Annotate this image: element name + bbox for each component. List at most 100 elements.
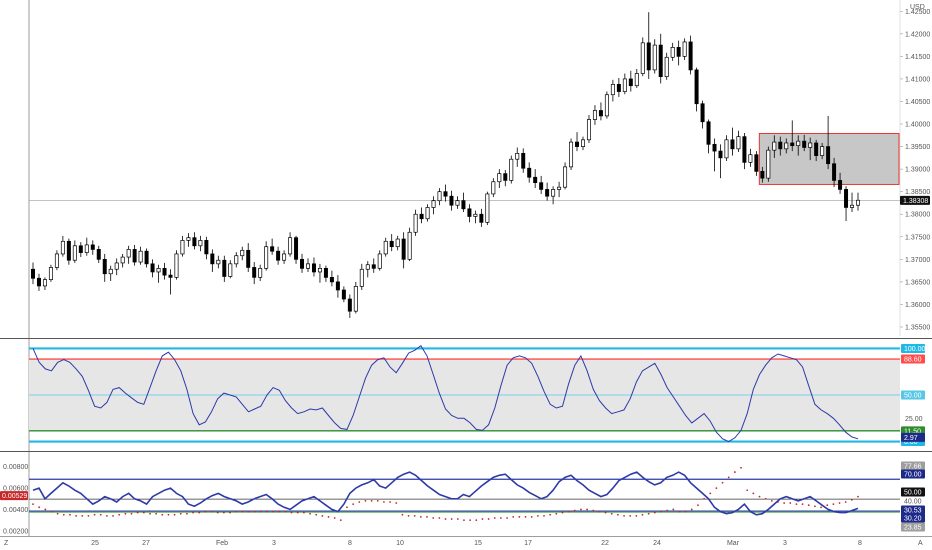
indicator-dot — [130, 512, 133, 515]
indicator-dot — [826, 504, 829, 507]
indicator-dot — [235, 510, 238, 513]
candle — [838, 172, 843, 194]
indicator-dot — [192, 511, 194, 514]
indicator-dot — [161, 513, 164, 516]
time-tick-label: 25 — [91, 540, 99, 547]
candle — [664, 52, 669, 80]
candle — [551, 186, 556, 205]
time-tick-label: 17 — [524, 540, 532, 547]
indicator-dot — [167, 513, 170, 516]
indicator-panel[interactable]: 0.00800 0.00600 0.00400 0.00200 0.00529 77.6… — [0, 461, 925, 536]
indicator-dot — [210, 510, 213, 513]
indicator-dot — [764, 497, 767, 500]
indicator-dot — [118, 513, 121, 516]
candle — [347, 294, 352, 318]
indicator-dot — [592, 509, 595, 512]
candle — [545, 182, 550, 201]
indicator-dot — [752, 492, 755, 495]
candle — [276, 246, 281, 265]
indicator-dot — [641, 513, 644, 516]
indicator-dot — [112, 514, 114, 517]
indicator-dot — [229, 511, 231, 514]
indicator-dot — [56, 512, 59, 515]
price-tick-label: 1.37000 — [905, 257, 930, 264]
indicator-dots — [32, 466, 859, 522]
indicator-dot — [463, 519, 465, 522]
candle — [443, 184, 448, 202]
indicator-dot — [684, 510, 687, 513]
candle — [413, 209, 418, 236]
indicator-tick-label: 0.00800 — [3, 464, 28, 471]
candle — [509, 155, 514, 184]
indicator-dot — [666, 509, 669, 512]
indicator-dot — [623, 514, 625, 517]
indicator-dot — [801, 503, 804, 506]
oscillator-level-label: 11.50 — [904, 428, 921, 435]
candle — [640, 37, 645, 77]
indicator-dot — [124, 512, 127, 515]
candle — [389, 234, 394, 252]
candle — [264, 241, 269, 271]
indicator-dot — [444, 518, 447, 520]
time-axis[interactable]: 25 27 Feb 3 8 10 15 17 22 24 Mar 3 8 — [91, 540, 862, 547]
indicator-dot — [321, 514, 324, 517]
indicator-dot — [105, 514, 108, 517]
time-tick-label: 8 — [348, 540, 352, 547]
indicator-dot — [309, 512, 311, 515]
indicator-dot — [383, 501, 385, 503]
currency-label: USD — [910, 4, 925, 11]
candle — [628, 70, 633, 92]
candle — [808, 137, 813, 161]
indicator-dot — [604, 511, 607, 514]
time-tick-label: 3 — [272, 540, 276, 547]
candle — [712, 138, 717, 172]
indicator-dot — [678, 510, 681, 513]
price-panel[interactable]: 1.42500 1.42000 1.41500 1.41000 1.40500 1.400… — [28, 0, 930, 536]
candle — [634, 69, 639, 88]
indicator-dot — [247, 510, 250, 513]
time-tick-label: 10 — [396, 540, 404, 547]
candle — [210, 249, 215, 272]
oscillator-panel[interactable]: 100.00 88.60 50.00 25.00 11.50 0.002.97 — [29, 343, 926, 447]
oscillator-line — [32, 344, 859, 443]
indicator-dot — [302, 511, 305, 514]
candle — [311, 257, 316, 277]
indicator-dot — [770, 500, 773, 502]
candle — [246, 243, 251, 272]
indicator-dot — [62, 513, 65, 516]
indicator-dot — [389, 501, 391, 503]
candle — [407, 227, 412, 262]
indicator-dot — [506, 517, 508, 519]
indicator-right-label: 23.85 — [904, 525, 922, 532]
candle — [772, 135, 777, 158]
price-tick-label: 1.36500 — [905, 279, 930, 286]
candle — [138, 246, 143, 265]
indicator-dot — [346, 506, 348, 509]
candle — [700, 100, 705, 129]
indicator-dot — [543, 514, 545, 517]
indicator-dot — [401, 513, 404, 516]
indicator-dot — [733, 471, 736, 473]
indicator-dot — [432, 517, 435, 519]
indicator-dot — [419, 516, 422, 518]
indicator-dot — [253, 510, 256, 513]
indicator-dot — [333, 517, 336, 519]
candle — [802, 134, 807, 152]
candle — [646, 12, 651, 79]
indicator-dot — [38, 506, 41, 509]
candle — [569, 138, 574, 171]
indicator-dot — [222, 511, 225, 514]
candle — [72, 240, 77, 263]
indicator-dot — [697, 504, 699, 507]
indicator-dot — [475, 519, 478, 522]
candle — [670, 42, 675, 61]
candle — [592, 105, 597, 125]
candle — [563, 162, 568, 190]
price-tick-label: 1.38000 — [905, 212, 930, 219]
candle — [108, 265, 113, 281]
candle — [521, 148, 526, 173]
indicator-dot — [81, 514, 84, 517]
indicator-dot — [857, 495, 859, 498]
candle — [60, 235, 65, 257]
